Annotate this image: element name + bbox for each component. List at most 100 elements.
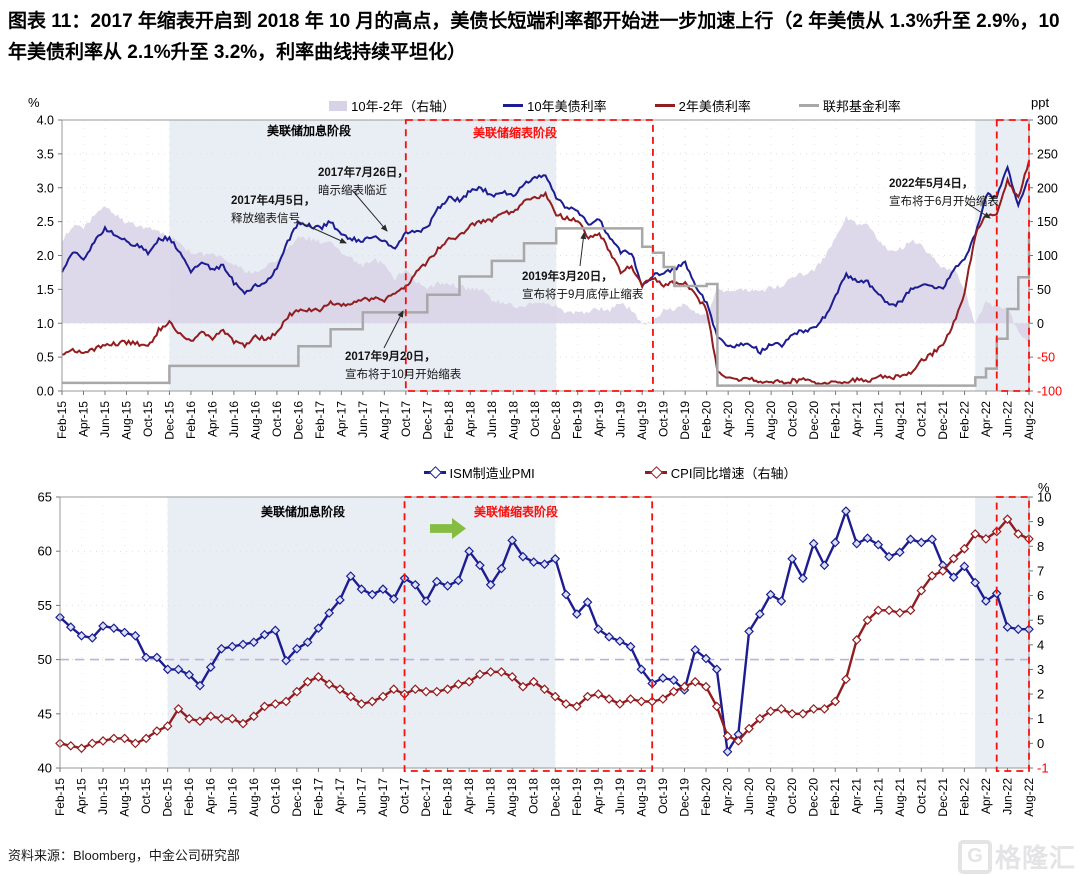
legend-diamond-icon [649, 466, 663, 479]
marker-diamond-pmi [442, 581, 453, 591]
marker-diamond-pmi [561, 589, 571, 600]
marker-diamond-pmi [162, 664, 173, 675]
marker-diamond-cpi [205, 711, 216, 722]
marker-diamond-pmi [981, 596, 991, 606]
marker-diamond-pmi [227, 641, 238, 652]
marker-diamond-pmi [851, 538, 862, 549]
x-tick-label: Jun-21 [871, 778, 885, 815]
right-tick-label: 5 [1037, 613, 1044, 628]
x-tick-label: Apr-22 [979, 778, 993, 814]
legend-label: 2年美债利率 [678, 99, 751, 114]
marker-diamond-pmi [819, 560, 830, 571]
left-tick-label: 65 [38, 490, 52, 505]
marker-diamond-cpi [130, 738, 141, 749]
annotation-text: 释放缩表信号 [231, 213, 300, 225]
marker-diamond-pmi [787, 553, 797, 564]
marker-diamond-cpi [98, 736, 108, 746]
phase-label: 美联储缩表阶段 [472, 126, 558, 140]
x-tick-label: Feb-16 [184, 401, 198, 439]
x-tick-label: Feb-21 [828, 778, 842, 816]
marker-diamond-cpi [571, 701, 582, 712]
phase-shade [975, 120, 1029, 391]
right-tick-label: 0 [1037, 317, 1044, 331]
marker-diamond-cpi [528, 676, 539, 687]
legend-label: ISM制造业PMI [449, 466, 535, 481]
marker-diamond-pmi [841, 506, 851, 516]
marker-diamond-cpi [270, 699, 281, 709]
x-tick-label: Apr-18 [463, 401, 477, 437]
bottom-chart-legend: ISM制造业PMI CPI同比增速（右轴） [140, 463, 1080, 482]
marker-diamond-pmi [367, 589, 378, 600]
x-tick-label: Apr-20 [721, 401, 735, 437]
marker-diamond-pmi [830, 537, 841, 548]
marker-diamond-cpi [485, 667, 496, 677]
marker-diamond-pmi [292, 643, 302, 654]
x-tick-label: Dec-15 [161, 778, 175, 817]
x-tick-label: Feb-17 [313, 401, 327, 439]
x-tick-label: Jun-19 [613, 778, 627, 815]
page-title: 图表 11：2017 年缩表开启到 2018 年 10 月的高点，美债长短端利率… [8, 11, 1060, 63]
legend-item-ffr: 联邦基金利率 [798, 96, 901, 115]
x-tick-label: Oct-17 [399, 401, 413, 437]
chart-annotation: 2017年9月20日， 宣布将于10月开始缩表 [345, 348, 461, 384]
marker-diamond-pmi [690, 644, 701, 655]
right-tick-label: 1 [1037, 711, 1044, 726]
x-tick-label: Feb-16 [182, 778, 196, 816]
series-step-ffr [62, 227, 1031, 387]
annotation-arrow [383, 310, 404, 349]
annotation-date: 2017年7月26日， [318, 167, 409, 179]
left-tick-label: 0.0 [37, 385, 54, 399]
x-tick-label: Feb-15 [55, 401, 69, 439]
x-tick-label: Jun-22 [1000, 778, 1014, 815]
marker-diamond-pmi [335, 595, 345, 605]
marker-diamond-pmi [324, 608, 335, 618]
marker-diamond-cpi [938, 566, 948, 576]
left-tick-label: 4.0 [37, 114, 54, 128]
x-tick-label: Aug-19 [635, 401, 649, 440]
left-tick-label: 1.0 [37, 317, 54, 331]
marker-diamond-cpi [561, 699, 571, 709]
top-right-axis-unit: ppt [1031, 95, 1050, 110]
x-tick-label: Aug-22 [1022, 778, 1036, 817]
marker-diamond-cpi [948, 553, 959, 564]
marker-diamond-cpi [195, 716, 205, 727]
x-tick-label: Oct-15 [141, 401, 155, 437]
x-tick-label: Oct-16 [270, 401, 284, 437]
x-tick-label: Apr-21 [850, 401, 864, 437]
x-tick-label: Feb-19 [570, 778, 584, 816]
legend-swatch-icon [798, 104, 819, 107]
right-tick-label: 250 [1037, 147, 1058, 161]
legend-label: 10年-2年（右轴） [351, 99, 456, 114]
marker-diamond-cpi [248, 711, 259, 722]
x-tick-label: Jun-22 [1001, 401, 1015, 438]
top-left-axis-unit: % [28, 95, 40, 110]
x-tick-label: Aug-18 [505, 778, 519, 817]
legend-swatch-icon [503, 104, 524, 107]
x-tick-label: Oct-20 [786, 401, 800, 437]
marker-diamond-pmi [281, 655, 291, 666]
marker-diamond-pmi [593, 624, 604, 635]
x-tick-label: Feb-20 [700, 401, 714, 439]
marker-diamond-pmi [65, 622, 76, 632]
top-chart-legend: 10年-2年（右轴） 10年美债利率 2年美债利率 联邦基金利率 [150, 96, 1080, 115]
green-right-arrow [430, 518, 466, 539]
series-area-spread [62, 206, 1029, 344]
marker-diamond-cpi [582, 691, 593, 702]
right-tick-label: 50 [1037, 283, 1051, 297]
right-tick-label: 200 [1037, 181, 1058, 195]
marker-diamond-cpi [292, 686, 302, 697]
chart-annotation: 2017年4月5日， 释放缩表信号 [231, 192, 315, 228]
right-tick-label: 0 [1037, 736, 1044, 751]
marker-diamond-cpi [238, 718, 248, 729]
marker-diamond-pmi [765, 589, 776, 600]
marker-diamond-pmi [141, 652, 151, 663]
x-tick-label: Oct-21 [915, 401, 929, 437]
marker-diamond-cpi [259, 701, 270, 712]
annotation-arrow [351, 189, 388, 232]
marker-diamond-cpi [302, 676, 313, 687]
marker-diamond-pmi [550, 553, 561, 564]
marker-diamond-pmi [119, 627, 130, 638]
annotation-text: 宣布将于9月底停止缩表 [522, 289, 644, 301]
x-tick-label: Dec-21 [936, 401, 950, 440]
marker-diamond-pmi [862, 533, 873, 544]
